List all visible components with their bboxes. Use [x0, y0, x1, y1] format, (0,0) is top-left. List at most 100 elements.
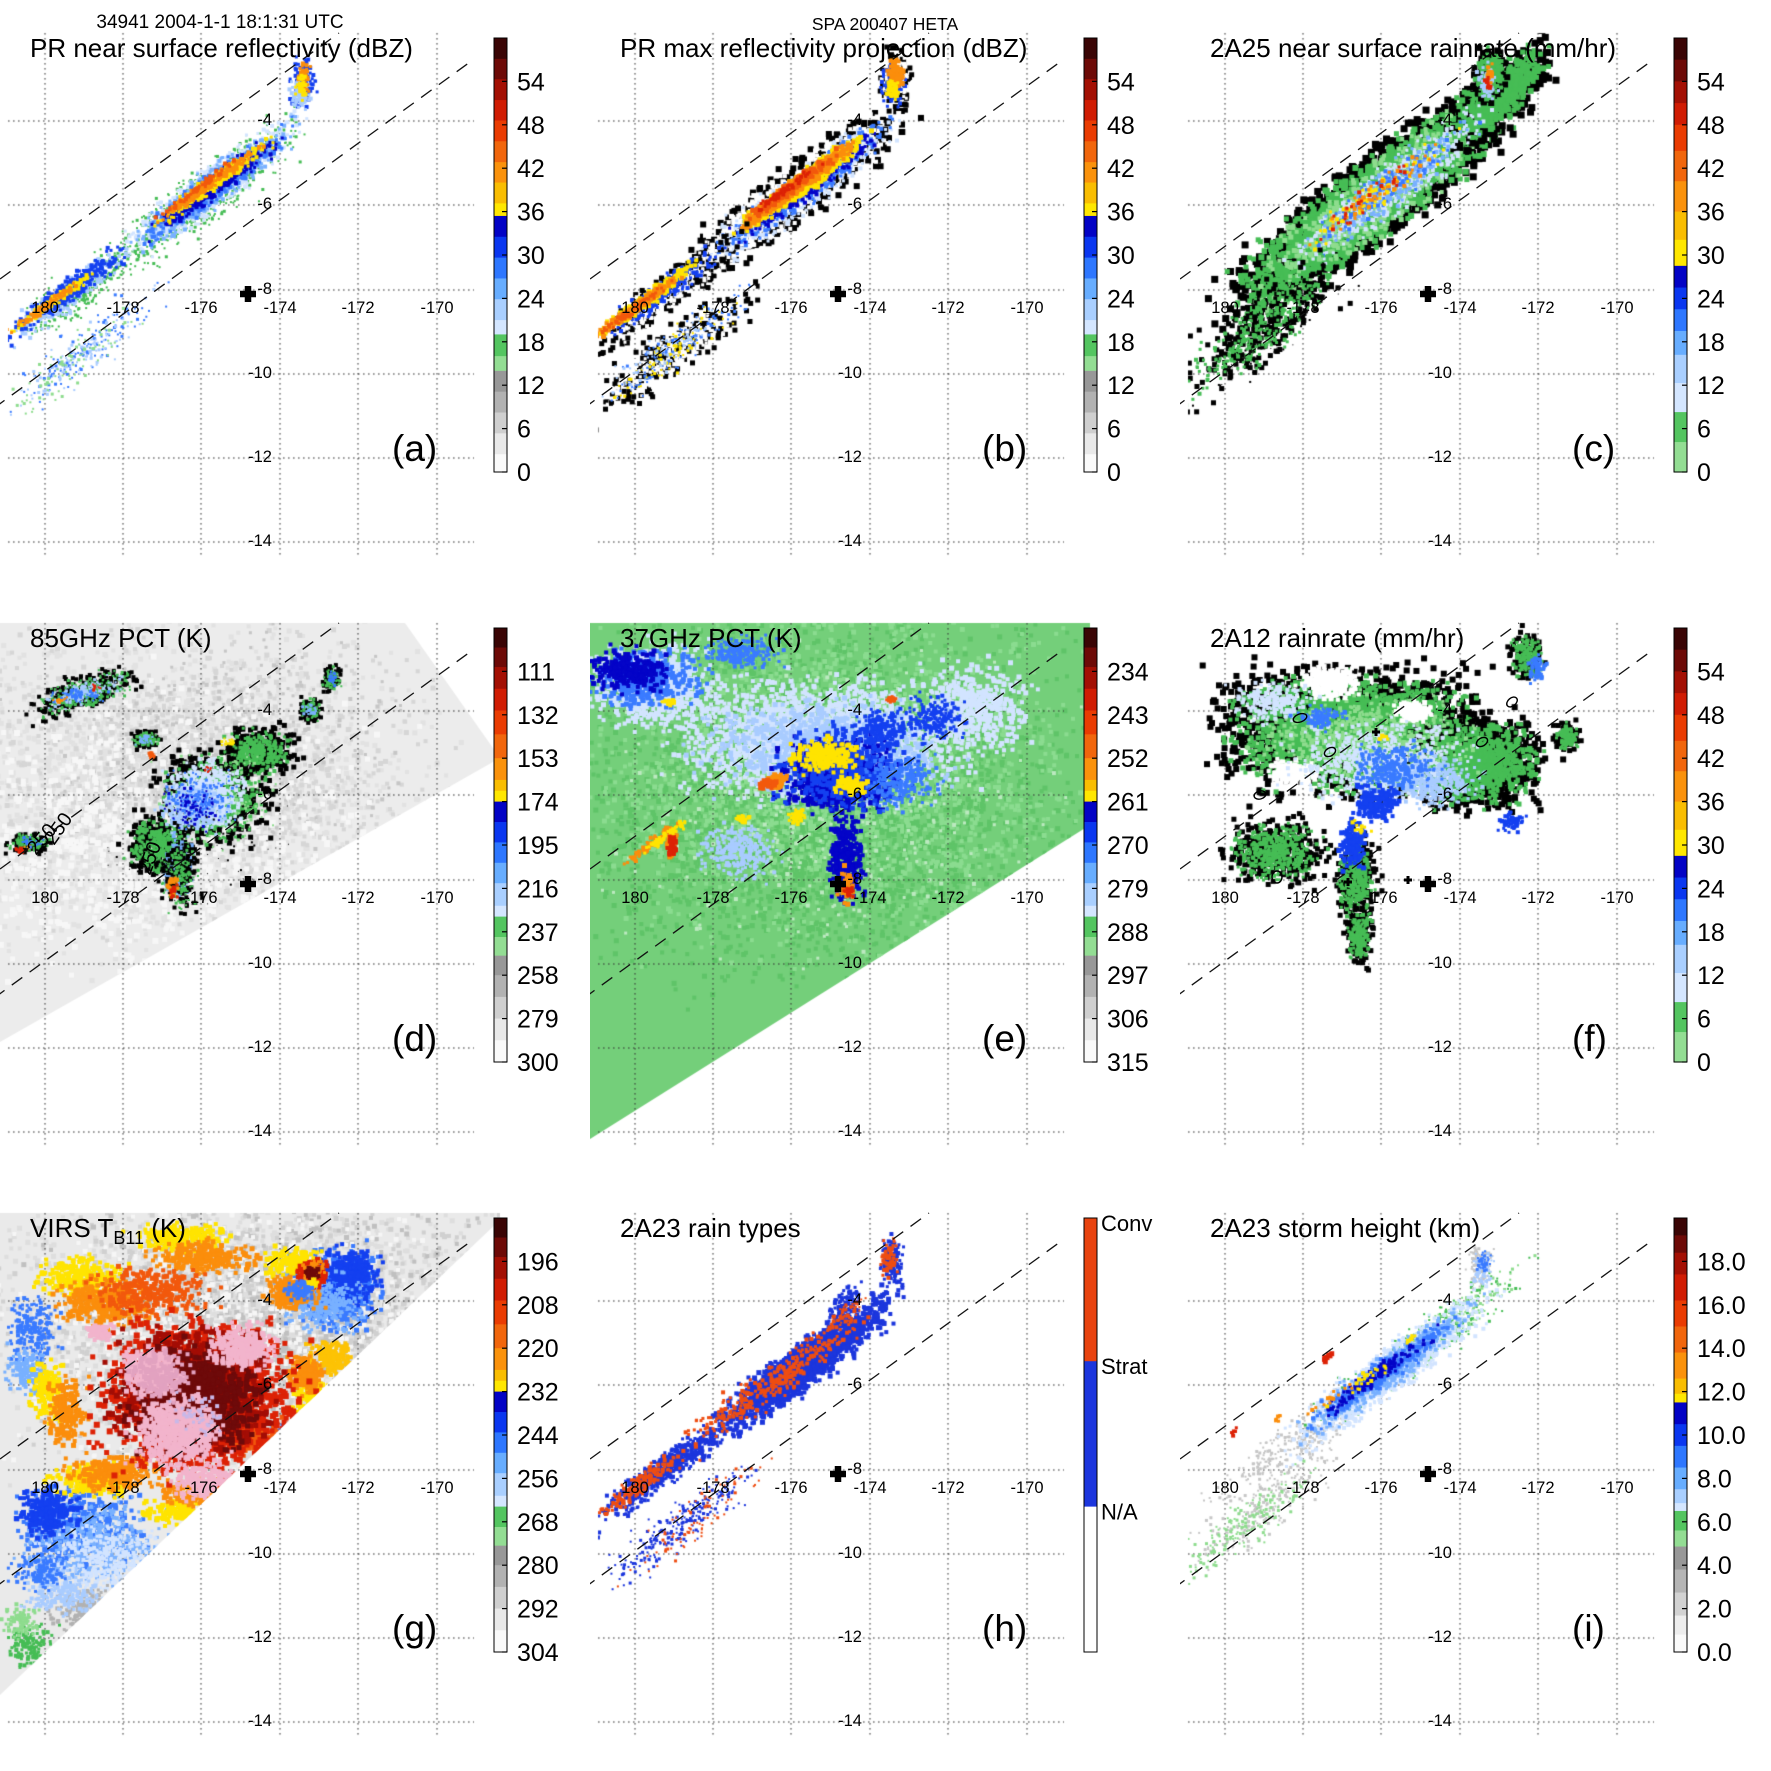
panel-f: 180 -178 -176 -174 -172 -170 -4 -6 -8 -10 -12 -14 2A… [1180, 590, 1771, 1181]
swath-edge-line-2 [0, 651, 471, 995]
lon-tick-label: -174 [263, 299, 296, 317]
colorbar-tick-label: 48 [1107, 112, 1135, 140]
lon-tick-label: -178 [106, 299, 139, 317]
lon-tick-label: -170 [1600, 889, 1633, 907]
colorbar-tick-label: 12 [1697, 372, 1725, 400]
colorbar-tick-label: 14.0 [1697, 1335, 1746, 1363]
lon-tick-label: -178 [696, 1479, 729, 1497]
panel-g-map [0, 1180, 591, 1771]
panel-b-map [590, 0, 1181, 591]
lon-tick-label: -176 [1364, 889, 1397, 907]
panel-h-letter: (h) [982, 1608, 1027, 1649]
panel-i: 180 -178 -176 -174 -172 -170 -4 -6 -8 -10 -12 -14 2A… [1180, 1180, 1771, 1771]
lat-tick-label: -10 [1428, 1544, 1452, 1562]
lon-tick-label: -170 [1010, 1479, 1043, 1497]
panel-g-letter: (g) [392, 1608, 437, 1649]
colorbar-tick-label: 132 [517, 702, 559, 730]
lon-tick-label: -174 [1443, 1479, 1476, 1497]
contour-ellipse [1292, 712, 1308, 724]
colorbar-tick-label: 244 [517, 1422, 559, 1450]
panel-c: 180 -178 -176 -174 -172 -170 -4 -6 -8 -10 -12 -14 2A… [1180, 0, 1771, 591]
lat-tick-label: -10 [838, 954, 862, 972]
swath-edge-line-2 [0, 1241, 471, 1585]
lon-tick-label: -170 [1600, 1479, 1633, 1497]
colorbar-tick-label: 270 [1107, 832, 1149, 860]
lon-tick-label: -176 [184, 299, 217, 317]
lon-tick-label: 180 [1211, 1479, 1239, 1497]
colorbar-tick-label: 6.0 [1697, 1509, 1732, 1537]
colorbar-tick-label: 216 [517, 875, 559, 903]
colorbar-tick-label: 48 [1697, 702, 1725, 730]
colorbar-tick-label: 36 [1697, 199, 1725, 227]
lat-tick-label: -12 [1428, 1038, 1452, 1056]
lat-tick-label: -14 [1428, 532, 1452, 550]
small-cross-marker [1372, 728, 1380, 736]
panel-f-overlay: 180 -178 -176 -174 -172 -170-4-6-8-10-12-142A… [1180, 622, 1725, 1140]
lon-tick-label: -172 [341, 299, 374, 317]
panel-e-letter: (e) [982, 1018, 1027, 1059]
colorbar-tick-label: 258 [517, 962, 559, 990]
colorbar-tick-label: 24 [1107, 285, 1135, 313]
lon-tick-label: -170 [1600, 299, 1633, 317]
lon-tick-label: -178 [1286, 299, 1319, 317]
panel-i-overlay: 180 -178 -176 -174 -172 -170 -4 -6 -8 -10 -12 -14 2A… [1180, 1212, 1746, 1730]
colorbar-tick-label: 54 [1697, 658, 1725, 686]
lat-tick-label: -12 [838, 1628, 862, 1646]
lat-tick-label: -14 [1428, 1122, 1452, 1140]
colorbar-tick-label: 0.0 [1697, 1639, 1732, 1667]
lat-tick-label: -14 [838, 1712, 862, 1730]
panel-a-colorbar: 54 48 42 36 30 24 18 12 6 0 [493, 37, 545, 487]
panel-a: 180 -178 -176 -174 -172 -170 -4 -6 -8 -10 -12 -14 PR… [0, 0, 591, 591]
colorbar-tick-label: 196 [517, 1248, 559, 1276]
panel-c-map [1180, 0, 1771, 591]
lon-tick-label: -172 [1521, 889, 1554, 907]
swath-edge-line-1 [1180, 1212, 1520, 1460]
site-cross-marker [240, 286, 256, 302]
lat-tick-label: -8 [1437, 1460, 1452, 1478]
lat-tick-label: -12 [248, 1628, 272, 1646]
lat-tick-label: -12 [1428, 1628, 1452, 1646]
lat-tick-label: -4 [1437, 701, 1452, 719]
site-cross-marker [240, 876, 256, 892]
lon-tick-label: -170 [1010, 299, 1043, 317]
lat-tick-label: -8 [847, 1460, 862, 1478]
colorbar-tick-label: 243 [1107, 702, 1149, 730]
lon-tick-label: -176 [774, 889, 807, 907]
lat-tick-label: -10 [248, 364, 272, 382]
lat-tick-label: -4 [257, 701, 272, 719]
panel-d-map [0, 590, 591, 1181]
lat-tick-label: -4 [257, 1291, 272, 1309]
colorbar-category-label: Conv [1101, 1211, 1152, 1236]
colorbar-tick-label: 30 [1107, 242, 1135, 270]
lon-tick-label: -174 [853, 1479, 886, 1497]
colorbar-tick-label: 48 [1697, 112, 1725, 140]
lat-tick-label: -4 [1437, 111, 1452, 129]
panel-g: 180 -178 -176 -174 -172 -170 -4 -6 -8 -10 -12 -14 VI… [0, 1180, 591, 1771]
lat-tick-label: -4 [847, 111, 862, 129]
panel-h-title: 2A23 rain types [620, 1213, 801, 1243]
lat-tick-label: -6 [257, 1375, 272, 1393]
lat-tick-label: -8 [1437, 870, 1452, 888]
panel-a-letter: (a) [392, 428, 437, 469]
contour-ellipse [1323, 746, 1337, 758]
panel-i-letter: (i) [1572, 1608, 1605, 1649]
lon-tick-label: 180 [31, 299, 59, 317]
panel-c-colorbar: 54 48 42 36 30 24 18 12 6 0 [1673, 37, 1725, 487]
colorbar-tick-label: 6 [1697, 416, 1711, 444]
lat-tick-label: -6 [1437, 195, 1452, 213]
lat-tick-label: -12 [838, 1038, 862, 1056]
swath-edge-line-2 [1180, 651, 1651, 995]
lon-tick-label: -176 [774, 299, 807, 317]
panel-g-title: VIRS TB11 (K) [30, 1213, 186, 1248]
panel-g-overlay: 180 -178 -176 -174 -172 -170 -4 -6 -8 -10 -12 -14 VI… [0, 1212, 559, 1730]
lat-tick-label: -12 [248, 448, 272, 466]
colorbar-tick-label: 232 [517, 1379, 559, 1407]
colorbar-tick-label: 54 [517, 68, 545, 96]
panel-d: 180 -178 -176 -174 -172 -170 -4 -6 -8 -10 -12 -14 85… [0, 590, 591, 1181]
lon-tick-label: -174 [853, 299, 886, 317]
contour-ellipse [1506, 696, 1518, 708]
lon-tick-label: -172 [931, 299, 964, 317]
colorbar-tick-label: 42 [1697, 745, 1725, 773]
site-cross-marker [830, 286, 846, 302]
lat-tick-label: -6 [847, 195, 862, 213]
